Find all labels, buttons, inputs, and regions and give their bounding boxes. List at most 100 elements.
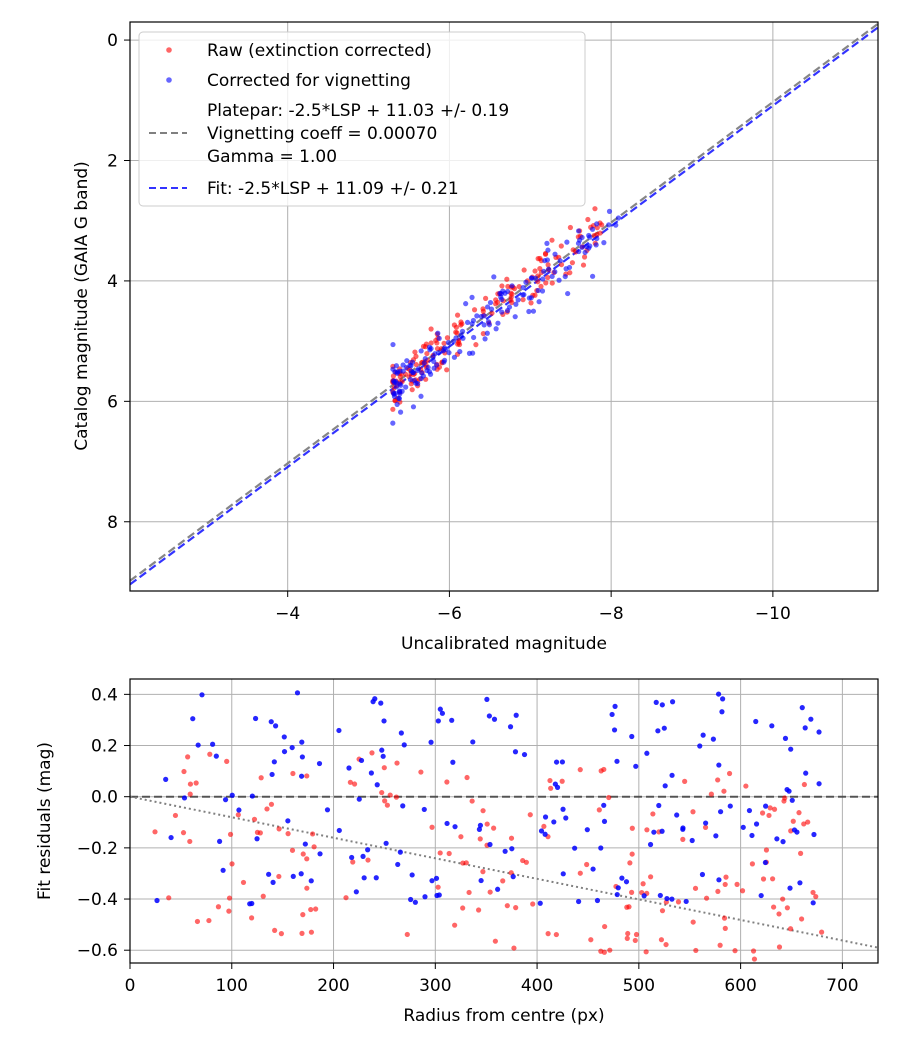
residual-point bbox=[596, 807, 602, 813]
calibration-point bbox=[606, 208, 613, 214]
calibration-point bbox=[499, 309, 505, 315]
residual-point bbox=[276, 826, 282, 832]
residual-point bbox=[661, 725, 667, 731]
residual-point bbox=[368, 770, 374, 776]
residual-point bbox=[717, 809, 724, 815]
residual-point bbox=[719, 709, 725, 715]
residual-point bbox=[713, 833, 719, 839]
residual-point bbox=[450, 759, 456, 765]
residual-point bbox=[298, 871, 304, 877]
residual-point bbox=[538, 828, 545, 834]
calibration-point bbox=[512, 314, 518, 320]
residual-point bbox=[601, 818, 608, 825]
residual-point bbox=[700, 732, 706, 738]
calibration-point bbox=[580, 262, 587, 268]
residuals-trend-line bbox=[130, 795, 878, 949]
residual-point bbox=[629, 825, 635, 831]
residual-point bbox=[464, 774, 470, 781]
residual-point bbox=[615, 885, 621, 891]
residual-point bbox=[418, 769, 424, 775]
calibration-x-tick-label: −4 bbox=[275, 604, 300, 624]
residual-point bbox=[614, 758, 620, 764]
residual-point bbox=[395, 861, 401, 868]
residual-point bbox=[220, 867, 226, 873]
residual-point bbox=[810, 889, 816, 896]
residual-point bbox=[349, 854, 355, 861]
calibration-point bbox=[481, 322, 487, 328]
residual-point bbox=[190, 716, 196, 722]
calibration-point bbox=[392, 369, 398, 375]
residual-point bbox=[644, 827, 650, 833]
residuals-x-tick-label: 400 bbox=[521, 976, 553, 996]
calibration-point bbox=[586, 232, 592, 239]
residual-point bbox=[633, 763, 639, 769]
residuals-y-tick-label: −0.2 bbox=[77, 839, 118, 859]
residual-point bbox=[444, 820, 450, 827]
calibration-point bbox=[526, 308, 532, 315]
residual-point bbox=[801, 821, 807, 827]
legend-corrected-label: Corrected for vignetting bbox=[207, 71, 411, 91]
residual-point bbox=[816, 729, 822, 735]
residual-point bbox=[542, 831, 548, 837]
residual-point bbox=[624, 935, 630, 941]
residual-point bbox=[784, 905, 790, 911]
residual-point bbox=[429, 824, 435, 830]
residual-point bbox=[699, 871, 706, 878]
calibration-point bbox=[549, 280, 555, 286]
calibration-point bbox=[453, 324, 459, 330]
residual-point bbox=[181, 768, 187, 775]
residual-point bbox=[746, 807, 753, 814]
calibration-point bbox=[443, 346, 449, 352]
residual-point bbox=[753, 821, 760, 827]
residual-point bbox=[492, 938, 498, 944]
residual-point bbox=[545, 931, 551, 937]
residual-point bbox=[304, 856, 310, 862]
residual-point bbox=[484, 821, 490, 827]
calibration-point bbox=[408, 363, 414, 369]
residual-point bbox=[247, 901, 253, 907]
residual-point bbox=[602, 923, 608, 930]
calibration-point bbox=[407, 376, 414, 383]
calibration-point bbox=[491, 274, 497, 280]
residuals-x-tick-label: 100 bbox=[216, 976, 248, 996]
residual-point bbox=[469, 798, 475, 804]
calibration-point bbox=[418, 393, 424, 399]
residual-point bbox=[780, 896, 786, 902]
calibration-point bbox=[469, 321, 475, 327]
residual-point bbox=[750, 948, 757, 954]
residual-point bbox=[607, 947, 613, 953]
residual-point bbox=[152, 829, 158, 835]
residual-point bbox=[683, 898, 689, 905]
residual-point bbox=[470, 739, 476, 745]
calibration-point bbox=[431, 358, 437, 365]
residual-point bbox=[504, 903, 510, 909]
residual-point bbox=[435, 884, 441, 890]
residual-point bbox=[266, 871, 272, 877]
residual-point bbox=[594, 897, 601, 904]
residual-point bbox=[577, 767, 583, 773]
calibration-y-tick-label: 4 bbox=[107, 272, 118, 292]
residual-point bbox=[290, 873, 296, 879]
calibration-ylabel: Catalog magnitude (GAIA G band) bbox=[72, 161, 92, 451]
residual-point bbox=[669, 699, 676, 705]
residual-point bbox=[289, 847, 296, 853]
calibration-point bbox=[482, 336, 488, 342]
calibration-point bbox=[478, 313, 484, 320]
calibration-point bbox=[493, 326, 499, 332]
residual-point bbox=[276, 873, 282, 880]
residual-point bbox=[401, 742, 407, 748]
calibration-point bbox=[506, 304, 513, 310]
calibration-point bbox=[413, 361, 419, 368]
calibration-point bbox=[558, 243, 564, 249]
residual-point bbox=[734, 881, 740, 887]
residual-point bbox=[572, 845, 578, 851]
residual-point bbox=[370, 699, 376, 705]
calibration-point bbox=[499, 296, 505, 302]
residuals-y-tick-label: 0.0 bbox=[91, 788, 118, 808]
calibration-point bbox=[537, 265, 543, 272]
residual-point bbox=[787, 926, 794, 932]
calibration-point bbox=[557, 258, 563, 264]
calibration-point bbox=[446, 350, 452, 356]
residual-point bbox=[588, 937, 594, 943]
